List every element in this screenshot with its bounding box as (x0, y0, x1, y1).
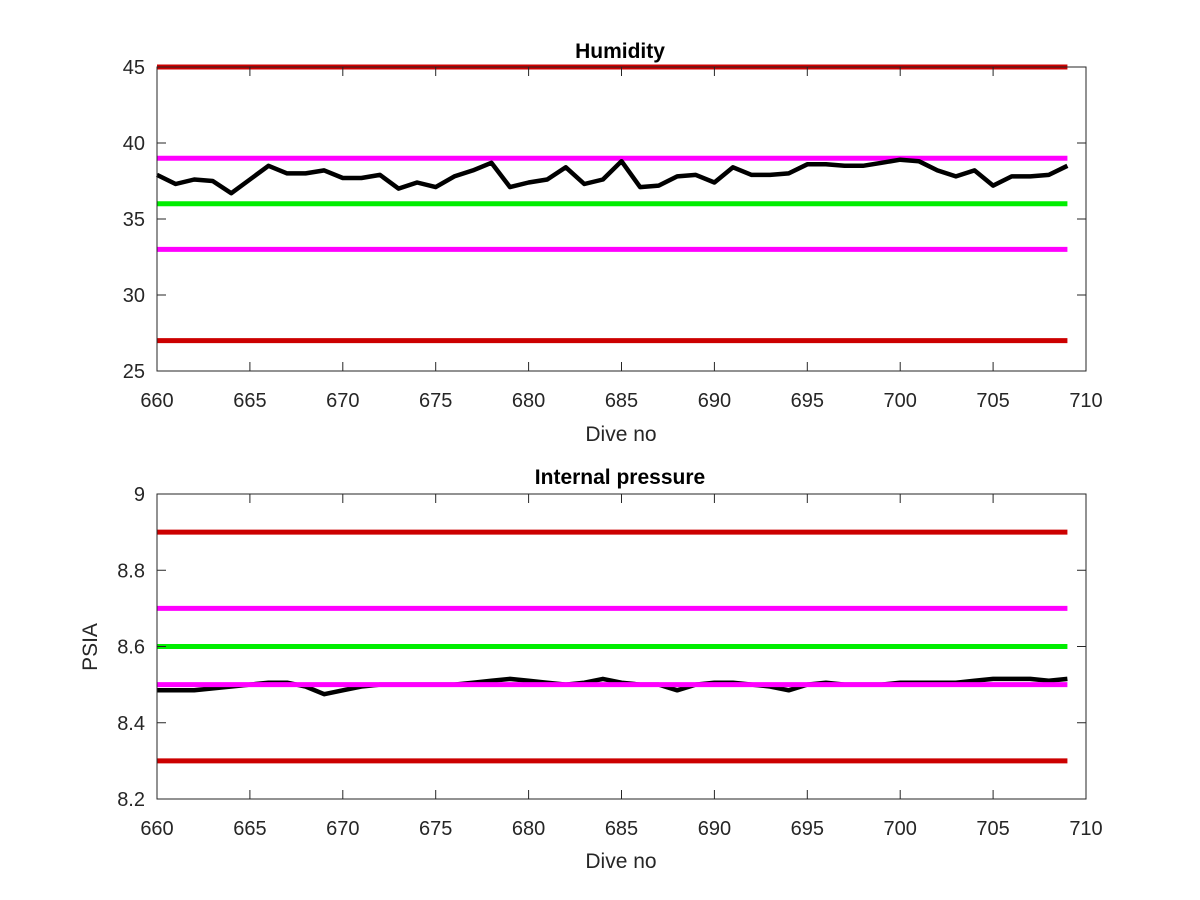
humidity-x-tick-label: 690 (698, 390, 731, 412)
humidity-x-tick-label: 665 (233, 390, 266, 412)
internal-pressure-title: Internal pressure (535, 466, 705, 489)
internal-pressure-x-tick-label: 695 (791, 818, 824, 840)
internal-pressure-y-tick-label: 8.6 (117, 637, 145, 659)
internal-pressure-x-tick-label: 680 (512, 818, 545, 840)
humidity-y-tick-label: 30 (123, 285, 145, 307)
internal-pressure-y-tick-label: 8.8 (117, 560, 145, 582)
internal-pressure-y-tick-label: 9 (134, 484, 145, 506)
humidity-series-line-0 (156, 157, 1069, 196)
humidity-series (156, 157, 1069, 196)
humidity-y-tick-label: 45 (123, 57, 145, 79)
humidity-x-tick-label: 695 (791, 390, 824, 412)
internal-pressure-x-tick-label: 660 (140, 818, 173, 840)
internal-pressure-x-tick-label: 685 (605, 818, 638, 840)
humidity-y-tick-label: 35 (123, 209, 145, 231)
humidity-y-tick-label: 25 (123, 361, 145, 383)
internal-pressure-x-tick-label: 665 (233, 818, 266, 840)
internal-pressure-x-tick-label: 670 (326, 818, 359, 840)
humidity-plot: Humidity 660 665 670 675 680 685 690 695 700 705 7… (123, 40, 1103, 446)
internal-pressure-ticks (156, 493, 1087, 800)
humidity-x-tick-label: 670 (326, 390, 359, 412)
humidity-x-tick-label: 685 (605, 390, 638, 412)
humidity-x-tick-label: 660 (140, 390, 173, 412)
internal-pressure-x-tick-label: 700 (884, 818, 917, 840)
humidity-title: Humidity (575, 40, 665, 63)
internal-pressure-x-tick-label: 675 (419, 818, 452, 840)
humidity-x-tick-label: 710 (1069, 390, 1102, 412)
internal-pressure-x-axis-label: Dive no (585, 850, 656, 873)
humidity-ticks (156, 66, 1087, 372)
internal-pressure-reference-lines (157, 529, 1068, 764)
humidity-axes-box (156, 66, 1087, 372)
humidity-reference-lines (157, 64, 1068, 344)
humidity-x-tick-label: 675 (419, 390, 452, 412)
humidity-x-tick-label: 700 (884, 390, 917, 412)
internal-pressure-x-tick-label: 710 (1069, 818, 1102, 840)
internal-pressure-tick-labels: 660 665 670 675 680 685 690 695 700 705 710 8.2 8.4 8… (117, 484, 1103, 840)
internal-pressure-series (157, 676, 1068, 697)
internal-pressure-y-axis-label: PSIA (79, 623, 102, 671)
humidity-y-tick-label: 40 (123, 133, 145, 155)
internal-pressure-x-tick-label: 705 (976, 818, 1009, 840)
humidity-tick-labels: 660 665 670 675 680 685 690 695 700 705 710 25 30 35 4… (123, 57, 1103, 412)
humidity-x-axis-label: Dive no (585, 423, 656, 446)
internal-pressure-x-tick-label: 690 (698, 818, 731, 840)
humidity-x-tick-label: 680 (512, 390, 545, 412)
humidity-x-tick-label: 705 (976, 390, 1009, 412)
internal-pressure-y-tick-label: 8.2 (117, 789, 145, 811)
internal-pressure-plot: Internal pressure 660 665 670 675 680 685 690 6… (79, 466, 1103, 873)
internal-pressure-y-tick-label: 8.4 (117, 713, 145, 735)
